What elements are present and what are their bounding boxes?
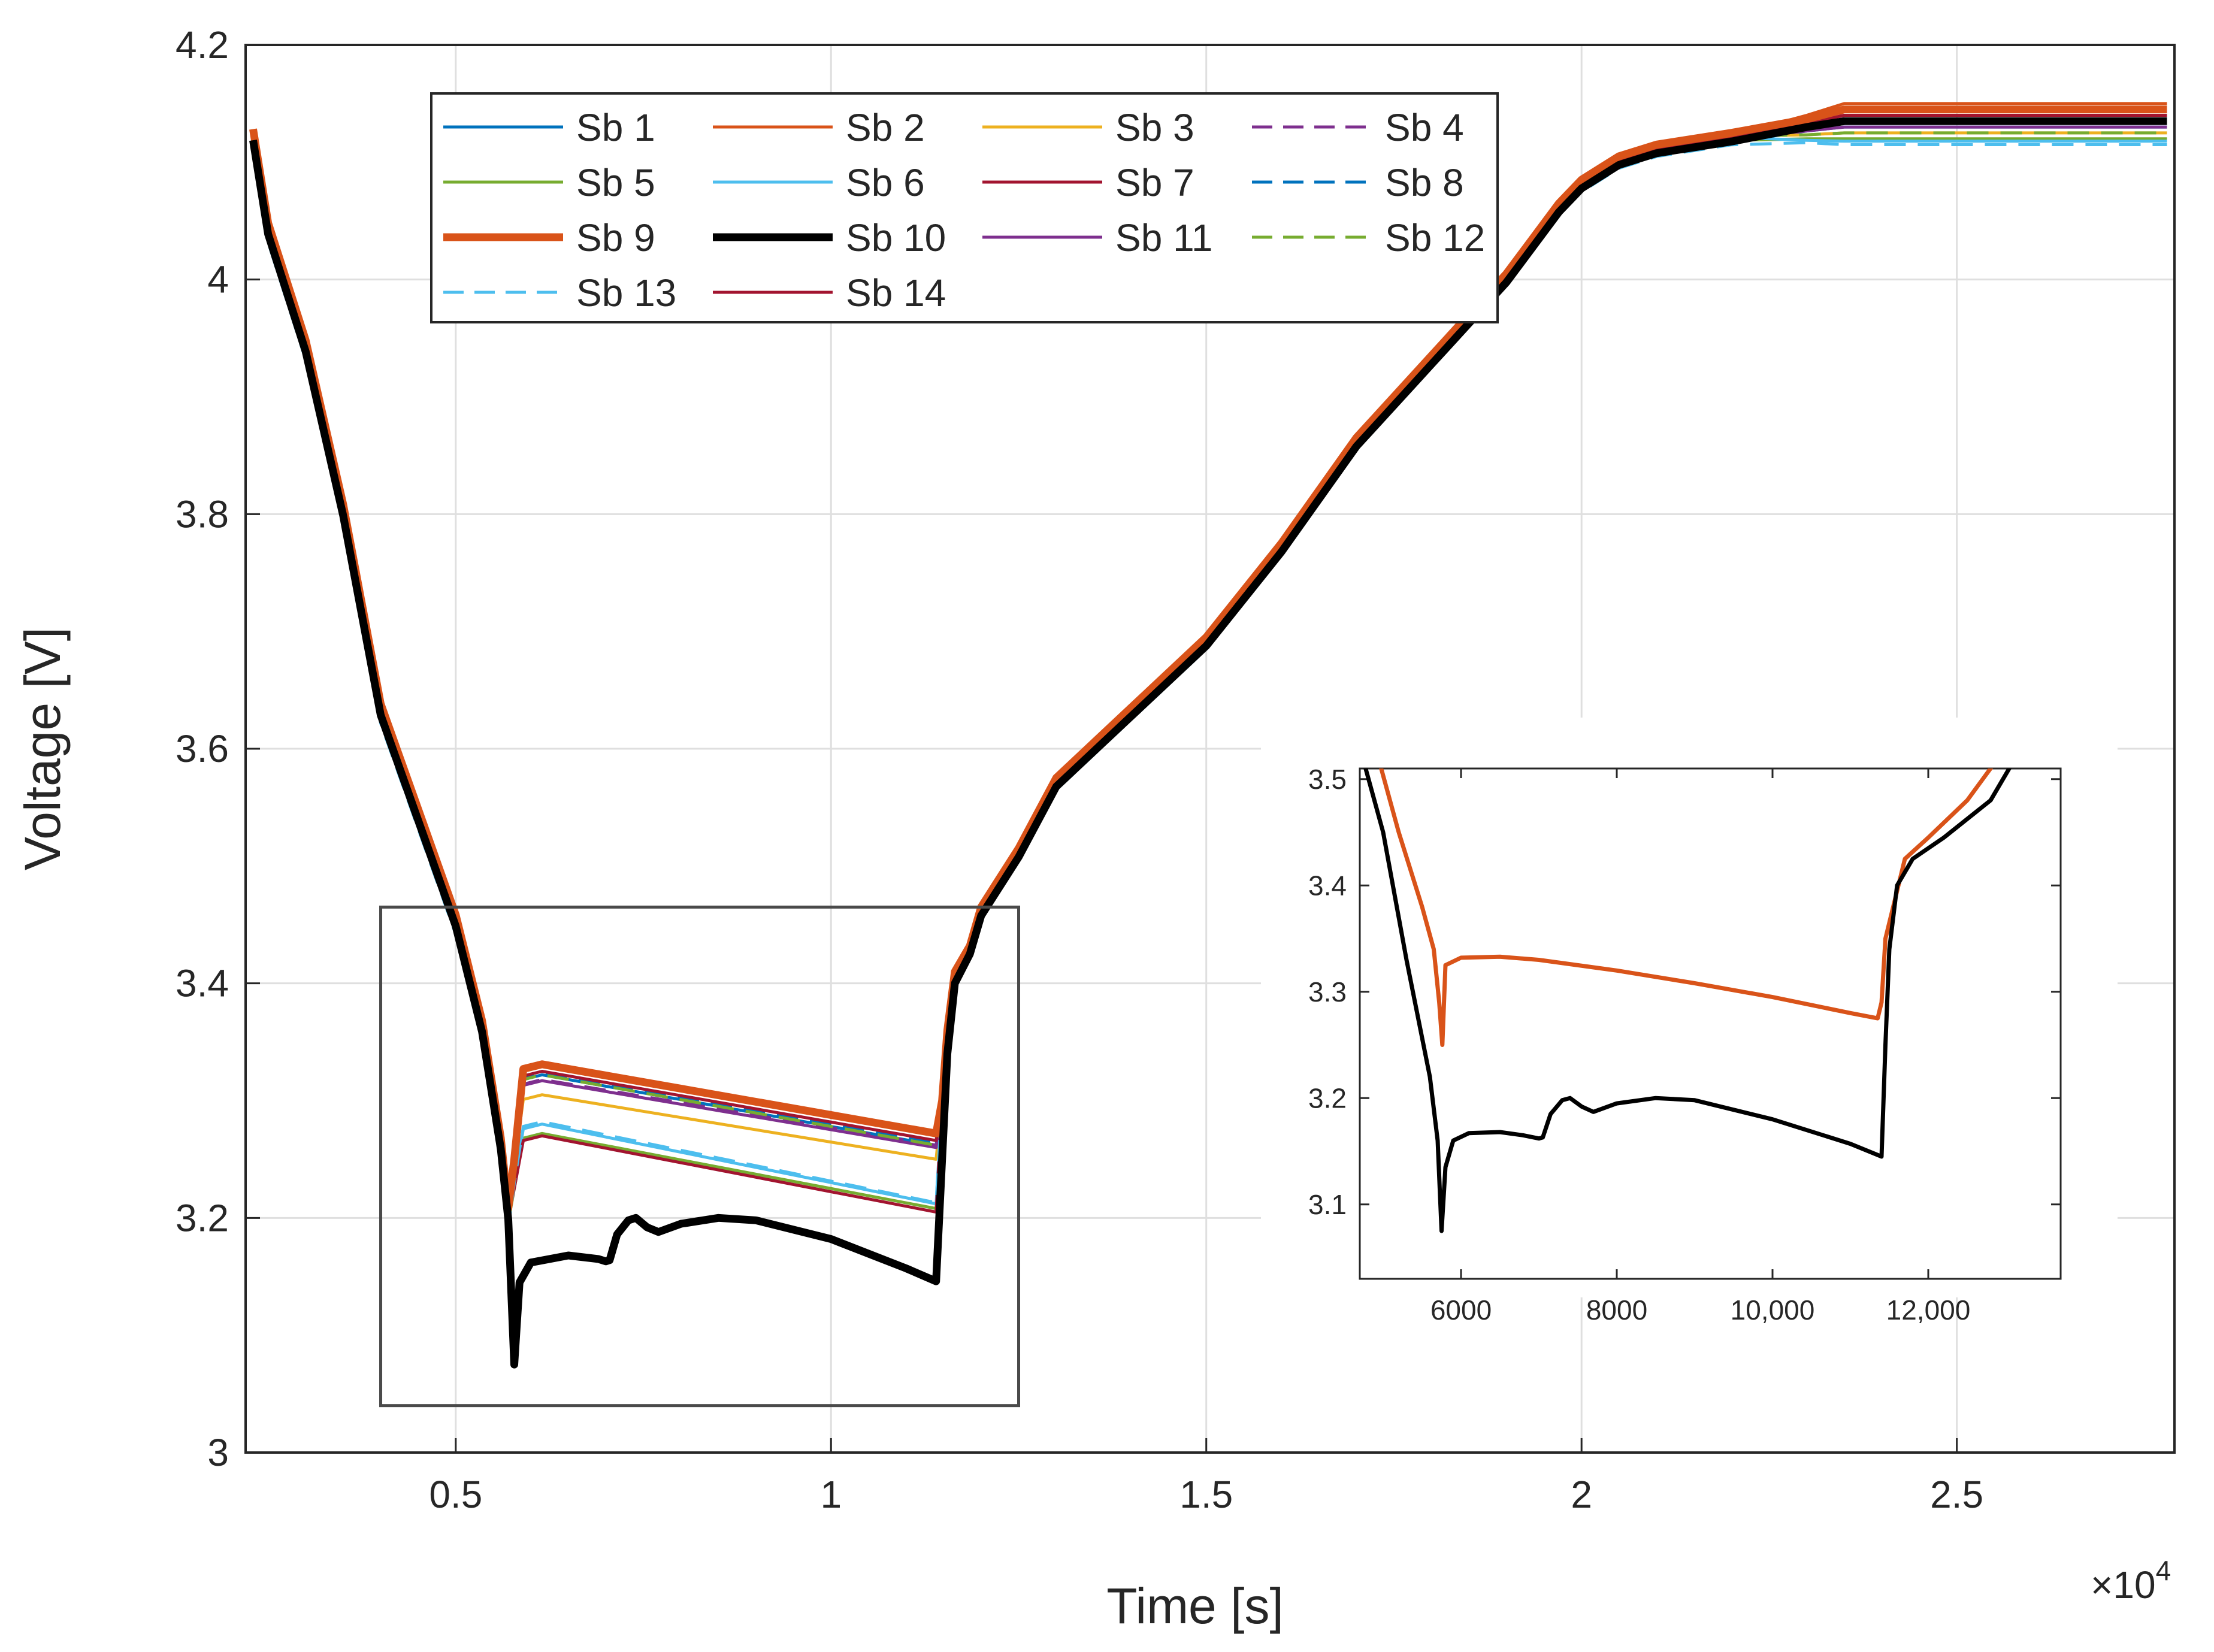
x-tick-label: 2 <box>1571 1473 1592 1516</box>
legend-label-sb-14: Sb 14 <box>846 271 946 314</box>
legend-label-sb-5: Sb 5 <box>576 161 655 204</box>
inset-plot-frame <box>1359 767 2062 1280</box>
x-tick-label: 2.5 <box>1930 1473 1983 1516</box>
legend-label-sb-10: Sb 10 <box>846 216 946 259</box>
inset-ticks: 6000 8000 10,000 12,000 3.1 3.2 3.3 3.4 3.5 <box>1308 764 2061 1326</box>
x-tick-label: 0.5 <box>429 1473 482 1516</box>
inset-series-line-sb-10 <box>1363 768 2012 1233</box>
main-ticks: 0.5 1 1.5 2 2.5 3 3.2 3.4 3.6 3.8 4 4.2 <box>176 23 1983 1516</box>
x-tick-label: 1.5 <box>1179 1473 1233 1516</box>
legend-label-sb-8: Sb 8 <box>1385 161 1464 204</box>
x-multiplier-exponent: 4 <box>2156 1555 2171 1586</box>
y-tick-label: 3.8 <box>176 492 229 535</box>
y-tick-label: 3 <box>207 1431 229 1474</box>
inset-zoom-plot: 6000 8000 10,000 12,000 3.1 3.2 3.3 3.4 3.5 <box>1261 718 2118 1326</box>
legend-label-sb-11: Sb 11 <box>1115 216 1213 259</box>
inset-x-tick-label: 6000 <box>1430 1294 1492 1326</box>
y-tick-label: 3.6 <box>176 727 229 770</box>
inset-series-group <box>1363 768 2012 1233</box>
inset-y-tick-label: 3.3 <box>1308 976 1347 1007</box>
legend-label-sb-7: Sb 7 <box>1115 161 1194 204</box>
legend-label-sb-3: Sb 3 <box>1115 106 1194 149</box>
y-tick-label: 3.2 <box>176 1196 229 1239</box>
y-axis-title: Voltage [V] <box>14 627 71 870</box>
legend-label-sb-1: Sb 1 <box>576 106 655 149</box>
inset-y-tick-label: 3.2 <box>1308 1082 1347 1114</box>
y-tick-label: 4.2 <box>176 23 229 66</box>
inset-x-tick-label: 10,000 <box>1731 1294 1815 1326</box>
inset-y-tick-label: 3.4 <box>1308 870 1347 901</box>
inset-x-tick-label: 8000 <box>1586 1294 1647 1326</box>
legend-label-sb-6: Sb 6 <box>846 161 925 204</box>
legend-label-sb-12: Sb 12 <box>1385 216 1485 259</box>
legend-label-sb-2: Sb 2 <box>846 106 925 149</box>
x-multiplier-base: ×10 <box>2091 1563 2156 1606</box>
legend: Sb 1 Sb 2 Sb 3 Sb 4 Sb 5 Sb 6 Sb 7 Sb 8 Sb 9 Sb 1… <box>430 92 1499 323</box>
inset-x-tick-label: 12,000 <box>1886 1294 1971 1326</box>
zoom-region-box <box>379 905 1021 1408</box>
legend-label-sb-9: Sb 9 <box>576 216 655 259</box>
x-tick-label: 1 <box>820 1473 842 1516</box>
y-tick-label: 4 <box>207 258 229 301</box>
x-axis-multiplier: ×104 <box>2091 1555 2171 1606</box>
x-axis-title: Time [s] <box>1106 1578 1284 1634</box>
legend-label-sb-13: Sb 13 <box>576 271 676 314</box>
inset-y-tick-label: 3.5 <box>1308 764 1347 795</box>
y-tick-label: 3.4 <box>176 962 229 1005</box>
legend-label-sb-4: Sb 4 <box>1385 106 1464 149</box>
inset-y-tick-label: 3.1 <box>1308 1189 1347 1220</box>
legend-box <box>430 92 1499 323</box>
